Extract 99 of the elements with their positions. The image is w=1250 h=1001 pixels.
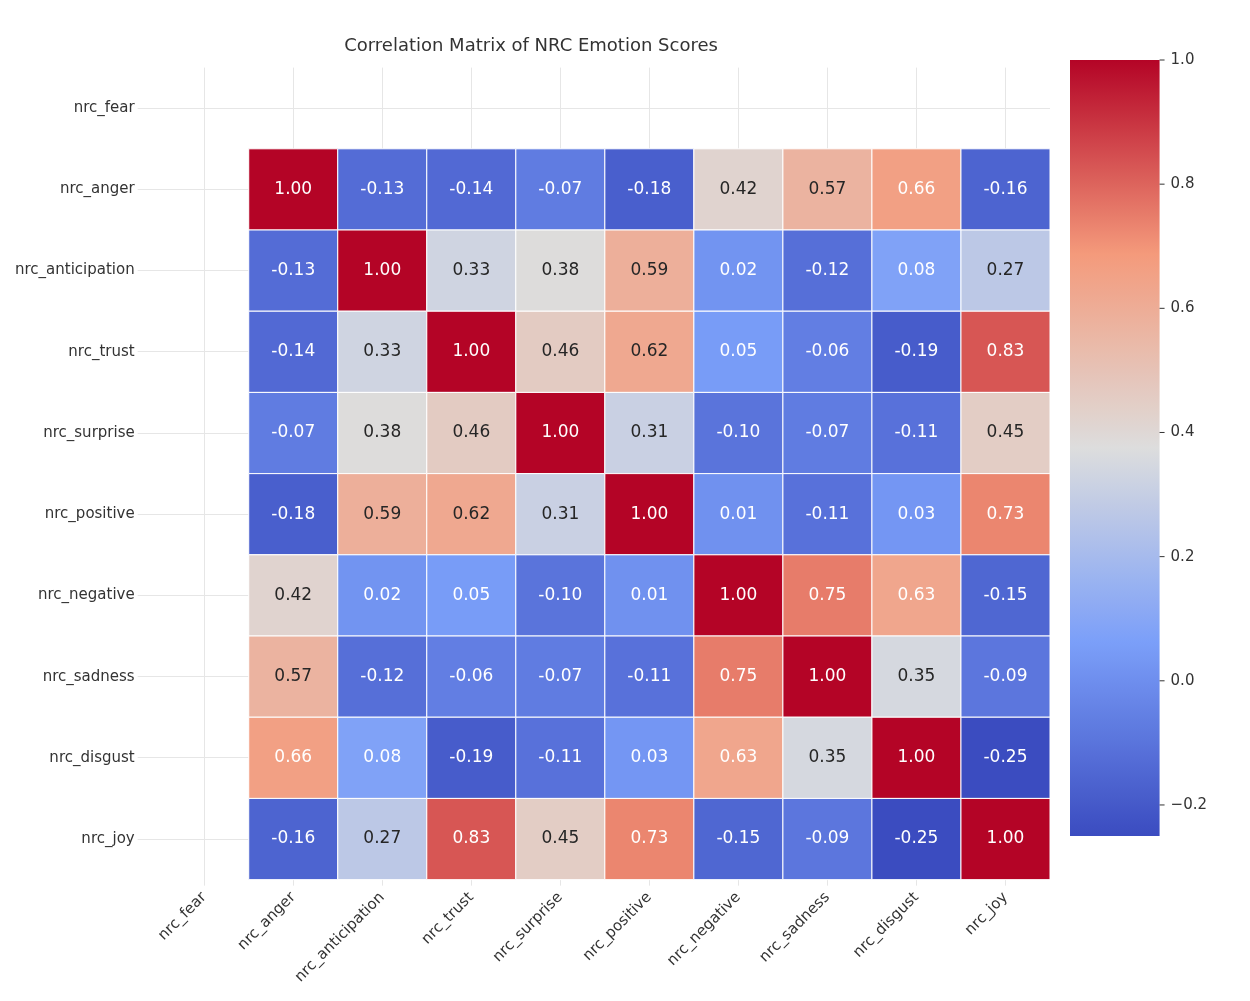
color-bar-label: 0.4	[1170, 422, 1195, 441]
data-label: 1.00	[274, 177, 313, 198]
y-tick-label: nrc_anticipation	[15, 260, 135, 280]
data-label: 0.03	[630, 746, 669, 767]
data-label: 1.00	[719, 583, 758, 604]
data-label: 0.62	[452, 502, 491, 523]
data-label: -0.13	[360, 177, 405, 198]
data-label: -0.09	[805, 827, 850, 848]
data-label: 0.59	[630, 259, 669, 280]
data-label: -0.15	[716, 827, 761, 848]
data-label: -0.11	[805, 502, 850, 523]
data-label: 0.01	[719, 502, 758, 523]
data-label: -0.07	[538, 665, 583, 686]
data-label: 0.05	[719, 340, 758, 361]
data-label: -0.07	[538, 177, 583, 198]
data-label: -0.07	[271, 421, 316, 442]
data-label: -0.07	[805, 421, 850, 442]
y-tick-label: nrc_fear	[73, 98, 136, 118]
data-label: -0.11	[894, 421, 939, 442]
data-label: -0.25	[894, 827, 939, 848]
data-label: -0.16	[983, 177, 1028, 198]
data-label: -0.10	[716, 421, 761, 442]
data-label: -0.13	[271, 259, 316, 280]
y-tick-label: nrc_anger	[59, 179, 136, 199]
data-label: 0.59	[363, 502, 402, 523]
data-label: 0.08	[897, 259, 936, 280]
data-label: 0.02	[719, 259, 758, 280]
data-label: 0.31	[630, 421, 669, 442]
y-tick-label: nrc_disgust	[49, 747, 135, 767]
data-label: 0.02	[363, 583, 402, 604]
data-label: 0.83	[986, 340, 1025, 361]
data-label: 0.45	[541, 827, 580, 848]
data-label: 0.27	[986, 259, 1025, 280]
data-label: -0.16	[271, 827, 316, 848]
data-label: 0.63	[719, 746, 758, 767]
y-tick-label: nrc_positive	[44, 504, 135, 524]
y-tick-label: nrc_surprise	[43, 422, 135, 442]
data-label: -0.18	[271, 502, 316, 523]
color-bar-label: −0.2	[1170, 794, 1208, 813]
data-label: 1.00	[452, 340, 491, 361]
data-label: -0.25	[983, 746, 1028, 767]
data-label: 0.73	[630, 827, 669, 848]
data-label: -0.06	[449, 665, 494, 686]
color-bar-label: 1.0	[1170, 49, 1195, 68]
data-label: -0.18	[627, 177, 672, 198]
data-label: -0.11	[538, 746, 583, 767]
data-label: 0.35	[897, 665, 936, 686]
data-label: 0.75	[719, 665, 758, 686]
data-label: 1.00	[986, 827, 1025, 848]
data-label: -0.19	[894, 340, 939, 361]
data-label: 0.27	[363, 827, 402, 848]
data-label: 0.03	[897, 502, 936, 523]
color-bar-label: 0.8	[1170, 174, 1195, 193]
data-label: 0.38	[541, 259, 580, 280]
data-label: -0.09	[983, 665, 1028, 686]
y-tick-label: nrc_trust	[68, 341, 135, 361]
data-label: 0.46	[541, 340, 580, 361]
data-label: 0.31	[541, 502, 580, 523]
data-label: 1.00	[363, 259, 402, 280]
data-label: 0.66	[897, 177, 936, 198]
color-bar-label: 0.0	[1170, 670, 1195, 689]
data-label: 0.33	[452, 259, 491, 280]
color-bar-label: 0.6	[1170, 298, 1195, 317]
data-label: -0.10	[538, 583, 583, 604]
data-label: 0.66	[274, 746, 313, 767]
data-label: -0.14	[271, 340, 316, 361]
data-label: 0.75	[808, 583, 847, 604]
data-label: 0.01	[630, 583, 669, 604]
data-label: -0.11	[627, 665, 672, 686]
data-label: 0.73	[986, 502, 1025, 523]
data-label: 0.62	[630, 340, 669, 361]
y-tick-label: nrc_joy	[81, 828, 135, 848]
color-bar-label: 0.2	[1170, 546, 1195, 565]
data-label: 0.35	[808, 746, 847, 767]
data-label: -0.14	[449, 177, 494, 198]
data-label: 1.00	[541, 421, 580, 442]
data-label: 1.00	[897, 746, 936, 767]
data-label: -0.12	[360, 665, 405, 686]
data-label: 0.05	[452, 583, 491, 604]
data-label: 0.38	[363, 421, 402, 442]
data-label: 0.46	[452, 421, 491, 442]
data-label: 1.00	[630, 502, 669, 523]
data-label: 0.57	[808, 177, 847, 198]
y-tick-label: nrc_negative	[38, 585, 135, 605]
data-label: -0.12	[805, 259, 850, 280]
data-label: -0.19	[449, 746, 494, 767]
data-label: 0.45	[986, 421, 1025, 442]
y-tick-label: nrc_sadness	[42, 666, 135, 686]
data-label: 0.08	[363, 746, 402, 767]
data-label: -0.06	[805, 340, 850, 361]
data-label: 0.33	[363, 340, 402, 361]
data-label: 0.42	[274, 583, 313, 604]
chart-title: Correlation Matrix of NRC Emotion Scores	[344, 34, 718, 56]
data-label: -0.15	[983, 583, 1028, 604]
data-label: 0.63	[897, 583, 936, 604]
data-label: 0.83	[452, 827, 491, 848]
data-label: 1.00	[808, 665, 847, 686]
data-label: 0.57	[274, 665, 313, 686]
data-label: 0.42	[719, 177, 758, 198]
